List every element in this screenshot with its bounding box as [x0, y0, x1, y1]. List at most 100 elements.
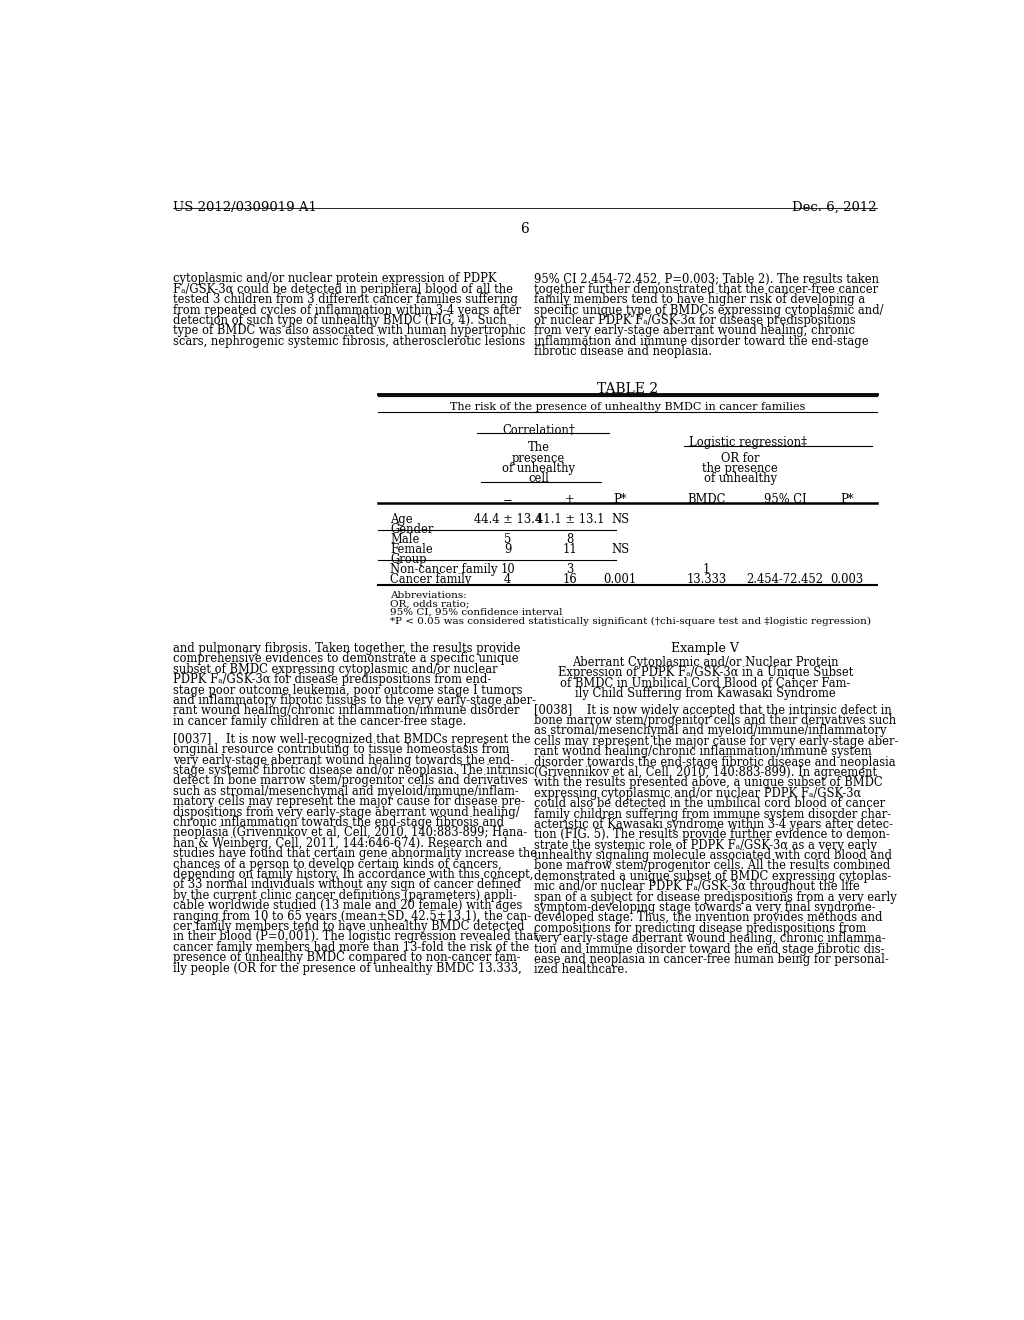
Text: span of a subject for disease predispositions from a very early: span of a subject for disease predisposi… [535, 891, 897, 904]
Text: NS: NS [611, 544, 629, 557]
Text: 1: 1 [702, 564, 710, 577]
Text: 10: 10 [501, 564, 515, 577]
Text: han & Weinberg, Cell, 2011, 144:646-674). Research and: han & Weinberg, Cell, 2011, 144:646-674)… [173, 837, 508, 850]
Text: tion and immune disorder toward the end stage fibrotic dis-: tion and immune disorder toward the end … [535, 942, 885, 956]
Text: with the results presented above, a unique subset of BMDC: with the results presented above, a uniq… [535, 776, 883, 789]
Text: 41.1 ± 13.1: 41.1 ± 13.1 [536, 513, 604, 527]
Text: type of BMDC was also associated with human hypertrophic: type of BMDC was also associated with hu… [173, 325, 525, 338]
Text: cable worldwide studied (13 male and 20 female) with ages: cable worldwide studied (13 male and 20 … [173, 899, 522, 912]
Text: *P < 0.05 was considered statistically significant (†chi-square test and ‡logist: *P < 0.05 was considered statistically s… [390, 616, 871, 626]
Text: presence: presence [512, 451, 565, 465]
Text: chronic inflammation towards the end-stage fibrosis and: chronic inflammation towards the end-sta… [173, 816, 504, 829]
Text: and inflammatory fibrotic tissues to the very early-stage aber-: and inflammatory fibrotic tissues to the… [173, 694, 536, 708]
Text: original resource contributing to tissue homeostasis from: original resource contributing to tissue… [173, 743, 509, 756]
Text: subset of BMDC expressing cytoplasmic and/or nuclear: subset of BMDC expressing cytoplasmic an… [173, 663, 498, 676]
Text: −: − [503, 492, 513, 506]
Text: of unhealthy: of unhealthy [502, 462, 575, 475]
Text: 4: 4 [504, 573, 511, 586]
Text: Logistic regression‡: Logistic regression‡ [689, 437, 807, 449]
Text: comprehensive evidences to demonstrate a specific unique: comprehensive evidences to demonstrate a… [173, 652, 518, 665]
Text: 95% CI: 95% CI [764, 492, 807, 506]
Text: as stromal/mesenchymal and myeloid/immune/inflammatory: as stromal/mesenchymal and myeloid/immun… [535, 725, 887, 738]
Text: 6: 6 [520, 222, 529, 235]
Text: unhealthy signaling molecule associated with cord blood and: unhealthy signaling molecule associated … [535, 849, 892, 862]
Text: TABLE 2: TABLE 2 [597, 381, 658, 396]
Text: very early-stage aberrant wound healing towards the end-: very early-stage aberrant wound healing … [173, 754, 514, 767]
Text: tion (FIG. 5). The results provide further evidence to demon-: tion (FIG. 5). The results provide furth… [535, 829, 890, 841]
Text: Fₐ/GSK-3α could be detected in peripheral blood of all the: Fₐ/GSK-3α could be detected in periphera… [173, 282, 513, 296]
Text: ease and neoplasia in cancer-free human being for personal-: ease and neoplasia in cancer-free human … [535, 953, 889, 966]
Text: [0037]    It is now well-recognized that BMDCs represent the: [0037] It is now well-recognized that BM… [173, 733, 530, 746]
Text: 3: 3 [566, 564, 573, 577]
Text: in their blood (P=0.001). The logistic regression revealed that: in their blood (P=0.001). The logistic r… [173, 931, 538, 944]
Text: Expression of PDPK Fₐ/GSK-3α in a Unique Subset: Expression of PDPK Fₐ/GSK-3α in a Unique… [558, 667, 853, 680]
Text: bone marrow stem/progenitor cells and their derivatives such: bone marrow stem/progenitor cells and th… [535, 714, 896, 727]
Text: in cancer family children at the cancer-free stage.: in cancer family children at the cancer-… [173, 714, 466, 727]
Text: 44.4 ± 13.4: 44.4 ± 13.4 [474, 513, 542, 527]
Text: by the current clinic cancer definitions (parameters) appli-: by the current clinic cancer definitions… [173, 888, 517, 902]
Text: 2.454-72.452: 2.454-72.452 [746, 573, 823, 586]
Text: fibrotic disease and neoplasia.: fibrotic disease and neoplasia. [535, 345, 712, 358]
Text: Age: Age [390, 513, 413, 527]
Text: OR for: OR for [721, 451, 760, 465]
Text: compositions for predicting disease predispositions from: compositions for predicting disease pred… [535, 921, 866, 935]
Text: OR, odds ratio;: OR, odds ratio; [390, 599, 469, 609]
Text: cells may represent the major cause for very early-stage aber-: cells may represent the major cause for … [535, 735, 898, 747]
Text: Group: Group [390, 553, 426, 566]
Text: dispositions from very early-stage aberrant wound healing/: dispositions from very early-stage aberr… [173, 805, 519, 818]
Text: Abbreviations:: Abbreviations: [390, 591, 467, 601]
Text: neoplasia (Grivennikov et al, Cell, 2010, 140:883-899; Hana-: neoplasia (Grivennikov et al, Cell, 2010… [173, 826, 527, 840]
Text: of BMDC in Umbilical Cord Blood of Cancer Fam-: of BMDC in Umbilical Cord Blood of Cance… [560, 677, 851, 689]
Text: Example V: Example V [672, 642, 739, 655]
Text: presence of unhealthy BMDC compared to non-cancer fam-: presence of unhealthy BMDC compared to n… [173, 952, 520, 964]
Text: strate the systemic role of PDPK Fₐ/GSK-3α as a very early: strate the systemic role of PDPK Fₐ/GSK-… [535, 838, 878, 851]
Text: could also be detected in the umbilical cord blood of cancer: could also be detected in the umbilical … [535, 797, 885, 810]
Text: cytoplasmic and/or nuclear protein expression of PDPK: cytoplasmic and/or nuclear protein expre… [173, 272, 497, 285]
Text: Gender: Gender [390, 524, 433, 536]
Text: detection of such type of unhealthy BMDC (FIG. 4). Such: detection of such type of unhealthy BMDC… [173, 314, 507, 327]
Text: disorder towards the end-stage fibrotic disease and neoplasia: disorder towards the end-stage fibrotic … [535, 755, 896, 768]
Text: expressing cytoplasmic and/or nuclear PDPK Fₐ/GSK-3α: expressing cytoplasmic and/or nuclear PD… [535, 787, 861, 800]
Text: 8: 8 [566, 533, 573, 546]
Text: or nuclear PDPK Fₐ/GSK-3α for disease predispositions: or nuclear PDPK Fₐ/GSK-3α for disease pr… [535, 314, 856, 327]
Text: The: The [527, 441, 550, 454]
Text: stage systemic fibrotic disease and/or neoplasia. The intrinsic: stage systemic fibrotic disease and/or n… [173, 764, 535, 777]
Text: inflammation and immune disorder toward the end-stage: inflammation and immune disorder toward … [535, 335, 868, 347]
Text: ized healthcare.: ized healthcare. [535, 964, 628, 977]
Text: studies have found that certain gene abnormality increase the: studies have found that certain gene abn… [173, 847, 537, 861]
Text: cell: cell [528, 471, 549, 484]
Text: NS: NS [611, 513, 629, 527]
Text: The risk of the presence of unhealthy BMDC in cancer families: The risk of the presence of unhealthy BM… [451, 403, 806, 412]
Text: (Grivennikov et al, Cell, 2010, 140:883-899). In agreement: (Grivennikov et al, Cell, 2010, 140:883-… [535, 766, 878, 779]
Text: stage poor outcome leukemia, poor outcome stage I tumors: stage poor outcome leukemia, poor outcom… [173, 684, 522, 697]
Text: family children suffering from immune system disorder char-: family children suffering from immune sy… [535, 808, 891, 821]
Text: together further demonstrated that the cancer-free cancer: together further demonstrated that the c… [535, 282, 879, 296]
Text: depending on family history. In accordance with this concept,: depending on family history. In accordan… [173, 869, 534, 880]
Text: BMDC: BMDC [687, 492, 725, 506]
Text: 16: 16 [562, 573, 578, 586]
Text: rant wound healing/chronic inflammation/immune disorder: rant wound healing/chronic inflammation/… [173, 705, 519, 717]
Text: 0.001: 0.001 [603, 573, 637, 586]
Text: P*: P* [613, 492, 627, 506]
Text: 9: 9 [504, 544, 511, 557]
Text: bone marrow stem/progenitor cells. All the results combined: bone marrow stem/progenitor cells. All t… [535, 859, 890, 873]
Text: Cancer family: Cancer family [390, 573, 471, 586]
Text: family members tend to have higher risk of developing a: family members tend to have higher risk … [535, 293, 865, 306]
Text: Dec. 6, 2012: Dec. 6, 2012 [792, 201, 877, 214]
Text: chances of a person to develop certain kinds of cancers,: chances of a person to develop certain k… [173, 858, 502, 871]
Text: P*: P* [841, 492, 854, 506]
Text: specific unique type of BMDCs expressing cytoplasmic and/: specific unique type of BMDCs expressing… [535, 304, 884, 317]
Text: Male: Male [390, 533, 419, 546]
Text: 95% CI, 95% confidence interval: 95% CI, 95% confidence interval [390, 609, 562, 616]
Text: acteristic of Kawasaki syndrome within 3-4 years after detec-: acteristic of Kawasaki syndrome within 3… [535, 818, 893, 830]
Text: cer family members tend to have unhealthy BMDC detected: cer family members tend to have unhealth… [173, 920, 524, 933]
Text: PDPK Fₐ/GSK-3α for disease predispositions from end-: PDPK Fₐ/GSK-3α for disease predispositio… [173, 673, 492, 686]
Text: demonstrated a unique subset of BMDC expressing cytoplas-: demonstrated a unique subset of BMDC exp… [535, 870, 891, 883]
Text: 95% CI 2.454-72.452, P=0.003; Table 2). The results taken: 95% CI 2.454-72.452, P=0.003; Table 2). … [535, 272, 879, 285]
Text: of 33 normal individuals without any sign of cancer defined: of 33 normal individuals without any sig… [173, 878, 521, 891]
Text: mic and/or nuclear PDPK Fₐ/GSK-3α throughout the life: mic and/or nuclear PDPK Fₐ/GSK-3α throug… [535, 880, 860, 894]
Text: of unhealthy: of unhealthy [703, 471, 777, 484]
Text: ily Child Suffering from Kawasaki Syndrome: ily Child Suffering from Kawasaki Syndro… [575, 686, 836, 700]
Text: and pulmonary fibrosis. Taken together, the results provide: and pulmonary fibrosis. Taken together, … [173, 642, 520, 655]
Text: US 2012/0309019 A1: US 2012/0309019 A1 [173, 201, 316, 214]
